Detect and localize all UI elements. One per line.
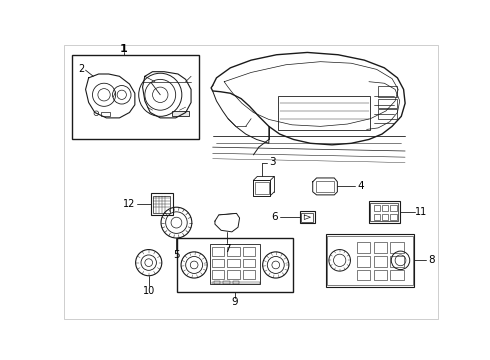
Bar [212, 270, 224, 279]
Bar [151, 193, 172, 215]
Text: 12: 12 [123, 199, 136, 209]
Bar [316, 181, 334, 192]
Bar [382, 205, 388, 211]
Bar [378, 109, 397, 119]
Bar [391, 270, 404, 280]
Bar [357, 256, 370, 266]
Bar [391, 256, 404, 266]
Bar [300, 211, 315, 223]
Bar [214, 281, 220, 284]
Bar [373, 256, 388, 266]
Bar [373, 270, 388, 280]
Text: 6: 6 [271, 212, 277, 222]
Text: 5: 5 [173, 250, 180, 260]
Bar [227, 247, 240, 256]
Bar [227, 270, 240, 279]
Bar [153, 195, 171, 213]
Text: 2: 2 [78, 64, 84, 73]
Bar [223, 281, 229, 284]
Text: 10: 10 [143, 286, 155, 296]
Bar [378, 99, 397, 108]
Bar [391, 242, 404, 253]
Text: 9: 9 [232, 297, 238, 307]
Bar [373, 214, 380, 220]
Bar [378, 86, 397, 97]
Text: 7: 7 [224, 244, 231, 254]
Bar [212, 282, 260, 284]
Bar [243, 270, 255, 279]
Bar [212, 247, 224, 256]
Bar [391, 214, 397, 220]
Bar [243, 247, 255, 256]
Text: 4: 4 [357, 181, 364, 192]
Bar [177, 238, 293, 292]
Text: 1: 1 [120, 44, 127, 54]
Bar [370, 203, 398, 221]
Text: 11: 11 [415, 207, 427, 217]
Bar [357, 270, 370, 280]
Bar [243, 259, 255, 267]
Bar [301, 213, 314, 222]
Bar [255, 182, 269, 194]
Bar [357, 242, 370, 253]
Bar [72, 55, 199, 139]
Bar [373, 242, 388, 253]
Bar [373, 205, 380, 211]
Bar [233, 281, 239, 284]
Bar [327, 236, 413, 285]
Bar [212, 259, 224, 267]
Bar [278, 95, 370, 130]
Bar [369, 201, 400, 222]
Bar [210, 244, 260, 284]
Bar [382, 214, 388, 220]
Text: 8: 8 [428, 255, 435, 265]
Bar [326, 234, 415, 287]
Bar [227, 259, 240, 267]
Bar [391, 205, 397, 211]
Bar [101, 112, 110, 116]
Bar [172, 111, 189, 116]
Text: 3: 3 [270, 157, 276, 167]
